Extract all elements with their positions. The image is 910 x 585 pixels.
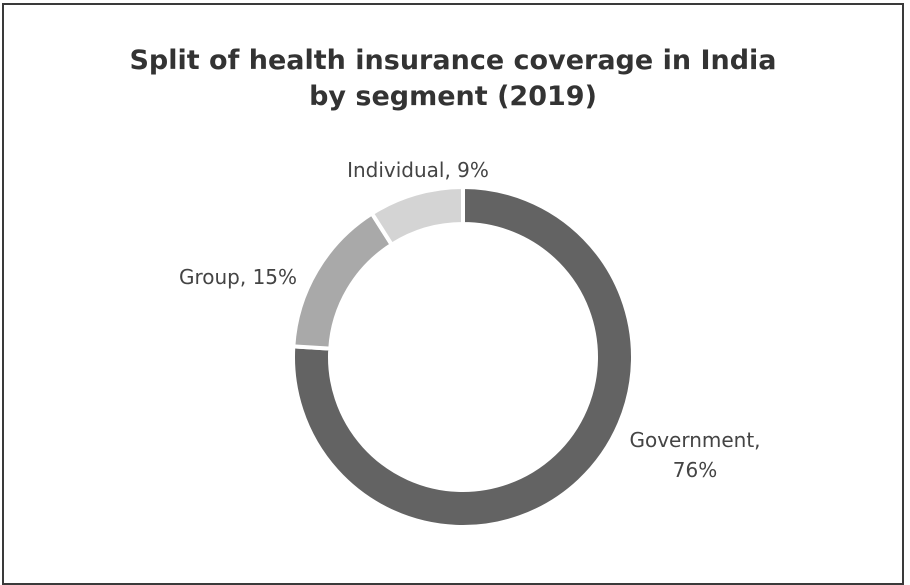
donut-slice-individual [369,184,465,248]
slice-label-line: Group, 15% [179,265,297,289]
slice-label-line: Individual, 9% [347,158,489,182]
chart-title-line-1: Split of health insurance coverage in In… [129,45,777,76]
donut-slice-group [291,210,395,351]
slice-label-line: Government, [629,428,760,452]
chart-title: Split of health insurance coverage in In… [4,43,902,115]
slice-label-line: 76% [673,458,717,482]
slice-label-government: Government, 76% [629,428,760,482]
slice-label-individual: Individual, 9% [347,158,489,182]
donut-slice-government [291,184,635,529]
slice-label-group: Group, 15% [179,265,297,289]
chart-title-line-2: by segment (2019) [309,81,597,112]
